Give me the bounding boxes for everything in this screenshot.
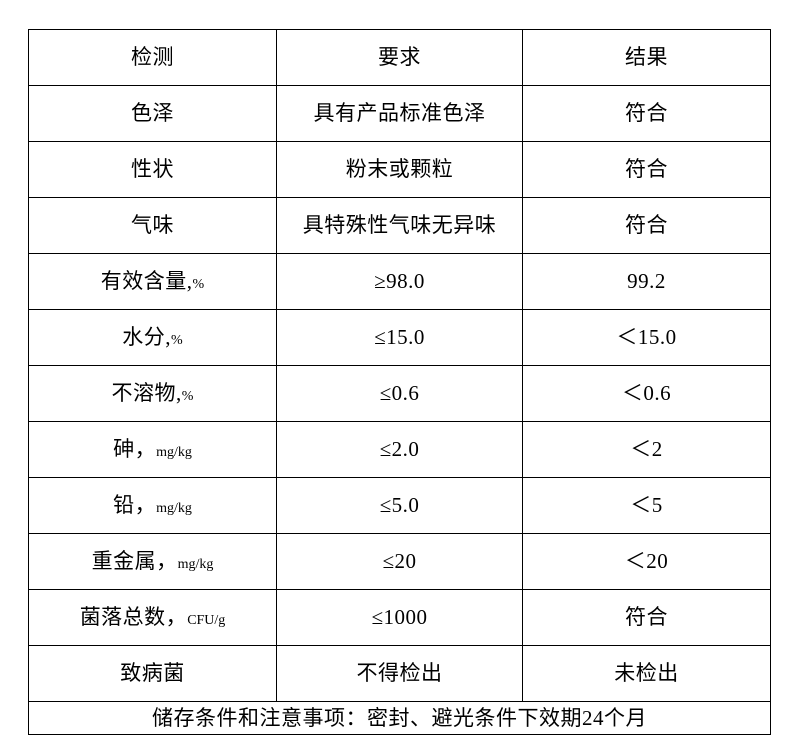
cell-result: 符合 bbox=[522, 197, 771, 254]
item-label: 菌落总数， bbox=[79, 605, 188, 630]
table-header-row: 检测 要求 结果 bbox=[28, 29, 771, 86]
cell-requirement: 具特殊性气味无异味 bbox=[276, 197, 523, 254]
column-header-item: 检测 bbox=[28, 29, 277, 86]
cell-requirement: ≤2.0 bbox=[276, 421, 523, 478]
cell-requirement: ≥98.0 bbox=[276, 253, 523, 310]
specification-sheet: 检测 要求 结果 色泽 具有产品标准色泽 符合 性状 粉末或颗粒 符合 气味 具… bbox=[28, 29, 771, 735]
cell-requirement: ≤15.0 bbox=[276, 309, 523, 366]
cell-item: 不溶物,% bbox=[28, 365, 277, 422]
cell-item: 致病菌 bbox=[28, 645, 277, 702]
specification-table: 检测 要求 结果 色泽 具有产品标准色泽 符合 性状 粉末或颗粒 符合 气味 具… bbox=[28, 29, 771, 735]
column-header-result: 结果 bbox=[522, 29, 771, 86]
item-label: 重金属， bbox=[91, 549, 178, 574]
storage-conditions-note: 储存条件和注意事项：密封、避光条件下效期24个月 bbox=[28, 701, 771, 735]
cell-requirement: 粉末或颗粒 bbox=[276, 141, 523, 198]
table-row: 性状 粉末或颗粒 符合 bbox=[28, 141, 771, 198]
table-row: 有效含量,% ≥98.0 99.2 bbox=[28, 253, 771, 310]
cell-requirement: ≤1000 bbox=[276, 589, 523, 646]
item-label: 有效含量, bbox=[100, 269, 193, 294]
item-unit: CFU/g bbox=[187, 613, 226, 629]
item-label: 砷， bbox=[113, 437, 157, 462]
item-unit: % bbox=[181, 389, 194, 405]
item-label: 不溶物, bbox=[111, 381, 182, 406]
cell-item: 菌落总数，CFU/g bbox=[28, 589, 277, 646]
item-unit: mg/kg bbox=[156, 501, 192, 517]
table-row: 气味 具特殊性气味无异味 符合 bbox=[28, 197, 771, 254]
table-row: 菌落总数，CFU/g ≤1000 符合 bbox=[28, 589, 771, 646]
cell-item: 性状 bbox=[28, 141, 277, 198]
item-label: 气味 bbox=[131, 213, 174, 238]
cell-result: 符合 bbox=[522, 141, 771, 198]
table-footer-row: 储存条件和注意事项：密封、避光条件下效期24个月 bbox=[28, 701, 771, 735]
cell-item: 水分,% bbox=[28, 309, 277, 366]
item-label: 性状 bbox=[131, 157, 174, 182]
item-unit: mg/kg bbox=[156, 445, 192, 461]
cell-item: 色泽 bbox=[28, 85, 277, 142]
cell-item: 铅，mg/kg bbox=[28, 477, 277, 534]
cell-result: 未检出 bbox=[522, 645, 771, 702]
cell-item: 重金属，mg/kg bbox=[28, 533, 277, 590]
cell-requirement: 具有产品标准色泽 bbox=[276, 85, 523, 142]
cell-requirement: 不得检出 bbox=[276, 645, 523, 702]
table-row: 重金属，mg/kg ≤20 ＜20 bbox=[28, 533, 771, 590]
cell-requirement: ≤5.0 bbox=[276, 477, 523, 534]
cell-result: ＜20 bbox=[522, 533, 771, 590]
cell-result: 符合 bbox=[522, 85, 771, 142]
cell-item: 气味 bbox=[28, 197, 277, 254]
cell-requirement: ≤20 bbox=[276, 533, 523, 590]
cell-result: ＜0.6 bbox=[522, 365, 771, 422]
table-row: 砷，mg/kg ≤2.0 ＜2 bbox=[28, 421, 771, 478]
cell-item: 砷，mg/kg bbox=[28, 421, 277, 478]
cell-result: 符合 bbox=[522, 589, 771, 646]
item-unit: mg/kg bbox=[177, 557, 214, 573]
table-row: 水分,% ≤15.0 ＜15.0 bbox=[28, 309, 771, 366]
item-label: 铅， bbox=[113, 493, 157, 518]
item-unit: % bbox=[171, 333, 183, 349]
cell-result: ＜2 bbox=[522, 421, 771, 478]
item-label: 致病菌 bbox=[120, 661, 185, 686]
table-row: 铅，mg/kg ≤5.0 ＜5 bbox=[28, 477, 771, 534]
item-label: 水分, bbox=[122, 325, 172, 350]
cell-result: ＜5 bbox=[522, 477, 771, 534]
table-row: 不溶物,% ≤0.6 ＜0.6 bbox=[28, 365, 771, 422]
item-label: 色泽 bbox=[131, 101, 174, 126]
item-unit: % bbox=[192, 277, 205, 293]
column-header-requirement: 要求 bbox=[276, 29, 523, 86]
cell-requirement: ≤0.6 bbox=[276, 365, 523, 422]
table-row: 致病菌 不得检出 未检出 bbox=[28, 645, 771, 702]
cell-item: 有效含量,% bbox=[28, 253, 277, 310]
table-row: 色泽 具有产品标准色泽 符合 bbox=[28, 85, 771, 142]
cell-result: ＜15.0 bbox=[522, 309, 771, 366]
table-body: 检测 要求 结果 色泽 具有产品标准色泽 符合 性状 粉末或颗粒 符合 气味 具… bbox=[28, 29, 771, 735]
cell-result: 99.2 bbox=[522, 253, 771, 310]
